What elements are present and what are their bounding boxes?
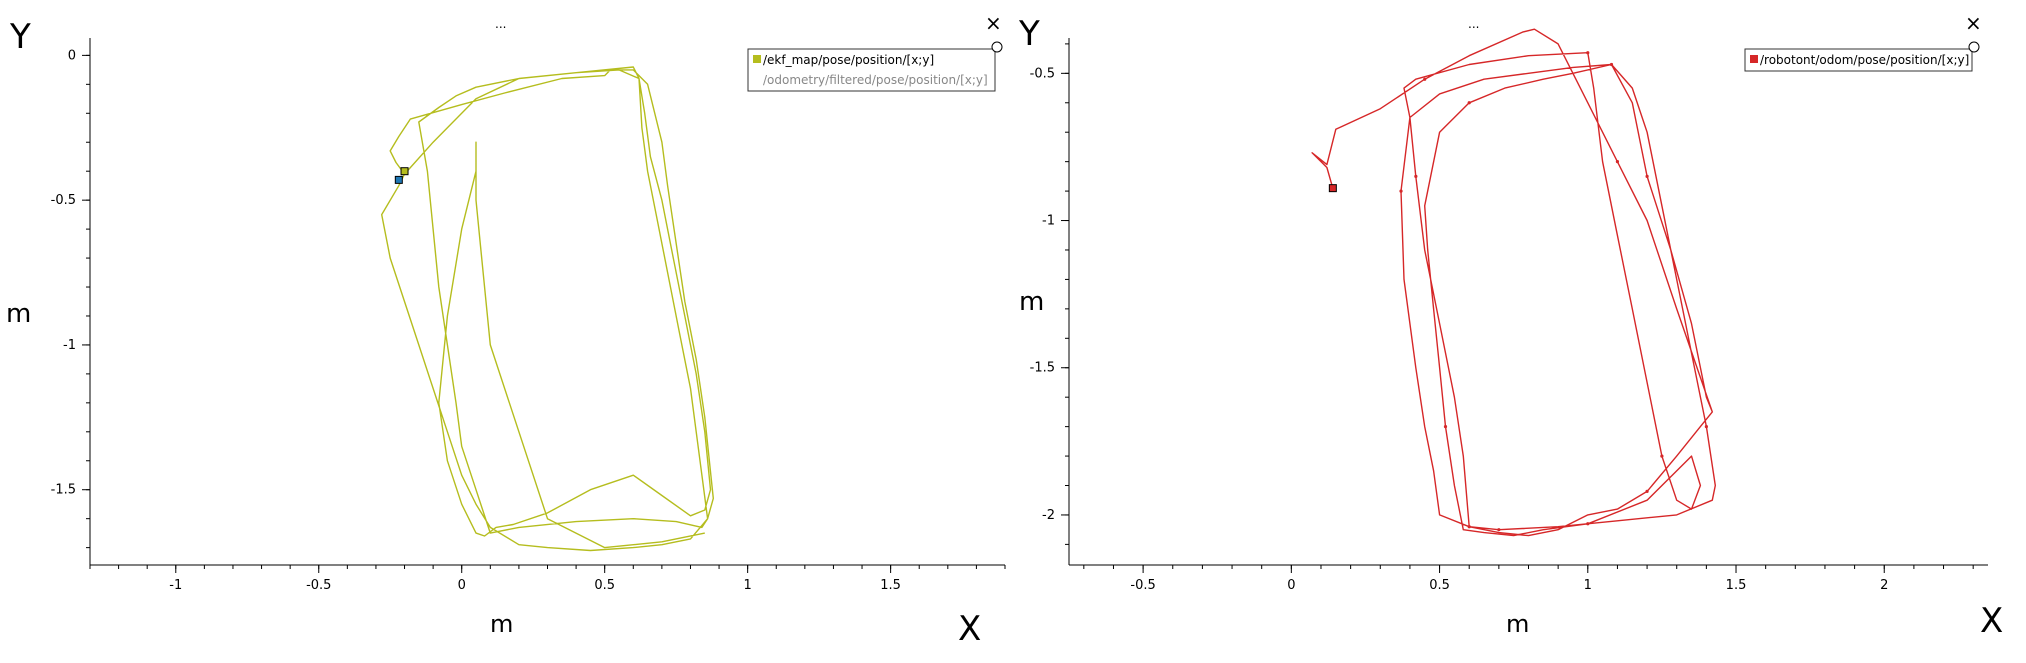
legend-right[interactable]: /robotont/odom/pose/position/[x;y] xyxy=(1744,41,1980,72)
data-point xyxy=(1586,51,1590,55)
cursor-layer-right[interactable] xyxy=(1328,184,1337,193)
data-point xyxy=(1586,522,1590,526)
y-tick-label: -0.5 xyxy=(1030,66,1055,81)
axes-right: -0.5 0 0.5 1 1.5 2 -0.5 -1 -1.5 -2 xyxy=(1030,38,1988,593)
x-tick-label: 1.5 xyxy=(880,578,901,593)
x-unit-label: m xyxy=(1506,610,1529,638)
x-axis-letter: X xyxy=(958,609,981,649)
legend-entry-ekf[interactable]: /ekf_map/pose/position/[x;y] xyxy=(763,53,934,67)
x-axis-letter: X xyxy=(1980,601,2003,641)
data-point xyxy=(1704,425,1708,429)
x-tick-label: 1.5 xyxy=(1726,578,1747,593)
y-tick-label: 0 xyxy=(68,48,76,63)
x-tick-label: -0.5 xyxy=(1130,578,1155,593)
y-tick-label: -1.5 xyxy=(51,483,76,498)
data-point xyxy=(1497,528,1501,532)
x-tick-label: -0.5 xyxy=(306,578,331,593)
legend-box xyxy=(1744,48,1973,72)
y-tick-label: -1.5 xyxy=(1030,361,1055,376)
data-point xyxy=(1615,160,1620,164)
x-tick-label: 1 xyxy=(1584,578,1592,593)
close-icon[interactable]: × xyxy=(985,11,1002,35)
y-tick-label: -2 xyxy=(1042,508,1055,523)
legend-entry-robotont[interactable]: /robotont/odom/pose/position/[x;y] xyxy=(1760,53,1969,67)
series-line-0 xyxy=(381,66,714,552)
panel-menu-button[interactable]: ... xyxy=(1468,17,1479,31)
y-tick-label: -0.5 xyxy=(51,193,76,208)
x-tick-label: 0 xyxy=(458,578,466,593)
plot-panel-right[interactable]: ... × Y m m X -0.5 0 0.5 1 1.5 2 -0.5 -1 -1.5 -2 … xyxy=(1013,0,2026,663)
legend-swatch-robotont xyxy=(1750,55,1758,63)
data-point xyxy=(1467,525,1471,529)
axes-left: -1 -0.5 0 0.5 1 1.5 0 -0.5 -1 -1.5 xyxy=(51,38,1006,593)
close-icon[interactable]: × xyxy=(1965,11,1982,35)
x-unit-label: m xyxy=(490,610,513,638)
x-tick-label: 0 xyxy=(1287,578,1295,593)
data-point xyxy=(1414,174,1418,178)
xy-plot-right[interactable]: ... × Y m m X -0.5 0 0.5 1 1.5 2-0.5-1-1.5-2 … xyxy=(1013,0,2026,663)
data-point xyxy=(1609,62,1614,67)
x-tick-label: 0.5 xyxy=(1429,578,1450,593)
x-tick-label: 2 xyxy=(1880,578,1888,593)
x-tick-label: 1 xyxy=(744,578,752,593)
x-tick-label: -1 xyxy=(169,578,182,593)
y-axis-letter: Y xyxy=(9,17,31,57)
series-layer-right xyxy=(1311,28,1716,537)
plot-panel-left[interactable]: ... × Y m m X -1 -0.5 0 0.5 1 1.5 0 -0.5 -1 -1.5 … xyxy=(0,0,1013,663)
x-tick-label: 0.5 xyxy=(594,578,615,593)
cursor-marker[interactable] xyxy=(394,175,403,184)
legend-handle[interactable] xyxy=(991,41,1003,53)
y-tick-label: -1 xyxy=(63,338,76,353)
y-tick-label: -1 xyxy=(1042,214,1055,229)
panel-menu-button[interactable]: ... xyxy=(495,17,506,31)
data-point xyxy=(1660,454,1664,458)
y-unit-label: m xyxy=(6,299,31,329)
xy-plot-left[interactable]: ... × Y m m X -1 -0.5 0 0.5 1 1.50-0.5-1-1.5 … xyxy=(0,0,1013,663)
legend-handle[interactable] xyxy=(1968,41,1980,53)
data-point xyxy=(1467,101,1471,105)
cursor-marker[interactable] xyxy=(400,167,409,176)
series-line-0 xyxy=(1311,28,1716,537)
cursor-layer-left[interactable] xyxy=(394,167,409,184)
legend-left[interactable]: /ekf_map/pose/position/[x;y] /odometry/f… xyxy=(747,41,1003,92)
legend-entry-odometry[interactable]: /odometry/filtered/pose/position/[x;y] xyxy=(763,73,988,87)
cursor-marker[interactable] xyxy=(1328,184,1337,193)
data-point xyxy=(1423,77,1427,81)
data-point xyxy=(1399,189,1403,193)
data-point xyxy=(1645,489,1649,493)
data-point xyxy=(1443,425,1448,429)
legend-box xyxy=(747,48,996,92)
legend-swatch-ekf xyxy=(753,55,761,63)
data-point xyxy=(1645,174,1649,178)
series-layer-left xyxy=(381,66,714,552)
y-axis-letter: Y xyxy=(1018,14,1040,54)
y-unit-label: m xyxy=(1019,287,1044,317)
